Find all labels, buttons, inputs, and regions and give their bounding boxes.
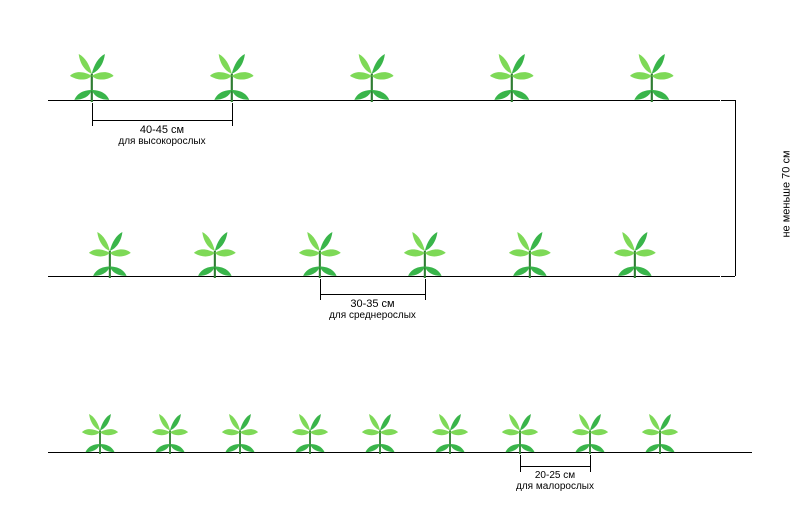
plant-icon <box>69 54 115 102</box>
spacing-label-low: 20-25 смдля малорослых <box>485 470 625 492</box>
spacing-sublabel: для малорослых <box>485 481 625 492</box>
plant-icon <box>403 232 447 278</box>
plant-icon <box>291 414 329 454</box>
plant-icon <box>501 414 539 454</box>
spacing-value: 40-45 см <box>140 124 184 136</box>
plant-icon <box>298 232 342 278</box>
plant-icon <box>613 232 657 278</box>
spacing-label-mid: 30-35 смдля среднерослых <box>293 298 453 321</box>
spacing-sublabel: для среднерослых <box>293 310 453 321</box>
plant-icon <box>88 232 132 278</box>
plant-icon <box>221 414 259 454</box>
plant-icon <box>629 54 675 102</box>
plant-icon <box>641 414 679 454</box>
spacing-value: 20-25 см <box>535 470 575 481</box>
plant-icon <box>193 232 237 278</box>
spacing-value: 30-35 см <box>350 298 394 310</box>
plant-icon <box>489 54 535 102</box>
plant-icon <box>508 232 552 278</box>
plant-icon <box>571 414 609 454</box>
plant-icon <box>349 54 395 102</box>
plant-icon <box>81 414 119 454</box>
planting-diagram: 40-45 смдля высокорослых <box>0 0 800 527</box>
spacing-sublabel: для высокорослых <box>82 136 242 147</box>
row-spacing-label: не меньше 70 см <box>781 150 793 237</box>
spacing-label-tall: 40-45 смдля высокорослых <box>82 124 242 147</box>
plant-icon <box>151 414 189 454</box>
plant-icon <box>209 54 255 102</box>
plant-icon <box>361 414 399 454</box>
plant-icon <box>431 414 469 454</box>
